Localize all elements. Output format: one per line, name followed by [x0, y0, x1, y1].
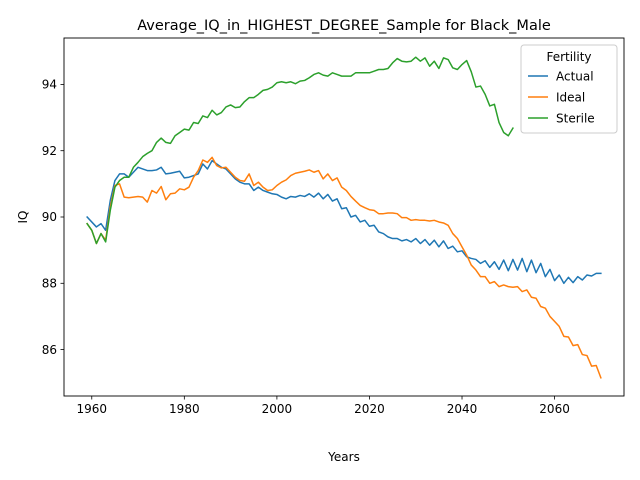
- series-line-sterile: [86, 56, 514, 245]
- y-axis-label: IQ: [16, 211, 30, 224]
- x-tick-label: 1960: [76, 402, 107, 416]
- y-axis: 86 88 90 92 94: [42, 78, 64, 357]
- x-tick-label: 2000: [262, 402, 293, 416]
- x-axis-label: Years: [327, 450, 360, 464]
- series-line-actual: [86, 159, 602, 285]
- y-tick-label: 90: [42, 210, 57, 224]
- legend: Fertility Actual Ideal Sterile: [520, 44, 618, 134]
- x-tick-label: 2060: [539, 402, 570, 416]
- legend-title: Fertility: [546, 50, 591, 64]
- y-tick-label: 92: [42, 144, 57, 158]
- legend-label-ideal: Ideal: [556, 90, 585, 104]
- y-tick-label: 94: [42, 78, 57, 92]
- series-line-ideal: [86, 156, 602, 379]
- legend-items: Actual Ideal Sterile: [528, 69, 595, 125]
- legend-box: [520, 44, 618, 134]
- legend-label-actual: Actual: [556, 69, 594, 83]
- plot-lines: [86, 56, 602, 379]
- x-tick-label: 2020: [354, 402, 385, 416]
- x-axis: 1960 1980 2000 2020 2040 2060: [76, 396, 570, 416]
- y-tick-label: 88: [42, 276, 57, 290]
- x-tick-label: 2040: [447, 402, 478, 416]
- legend-label-sterile: Sterile: [556, 111, 595, 125]
- y-tick-label: 86: [42, 343, 57, 357]
- x-tick-label: 1980: [169, 402, 200, 416]
- chart-title: Average_IQ_in_HIGHEST_DEGREE_Sample for …: [137, 18, 551, 34]
